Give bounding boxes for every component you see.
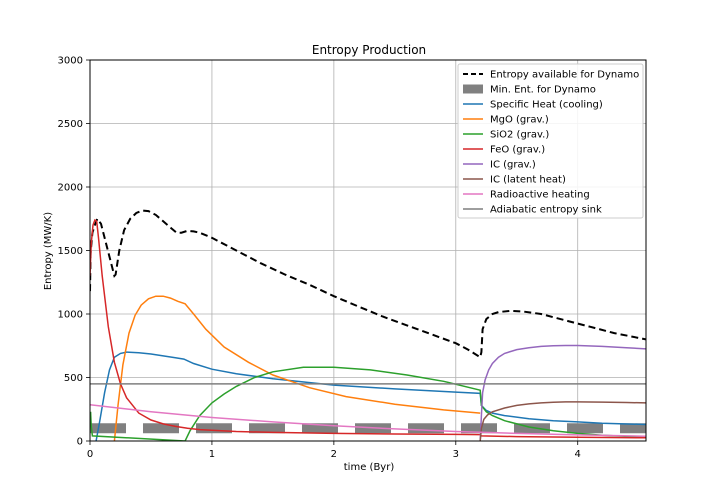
legend: Entropy available for Dynamo Min. Ent. fo… (457, 63, 644, 219)
chart-title: Entropy Production (312, 43, 426, 57)
series-line-ic-latent-heat (479, 401, 646, 441)
y-tick-label: 2000 (58, 183, 83, 194)
legend-label-specific-heat-cooling: Specific Heat (cooling) (490, 100, 603, 111)
y-axis-label: Entropy (MW/K) (43, 212, 54, 290)
y-tick-label: 0 (77, 437, 83, 448)
series-line-mgo-grav (113, 295, 481, 441)
x-tick-label: 2 (331, 449, 337, 460)
legend-label-feo-grav: FeO (grav.) (490, 145, 545, 156)
x-tick-label: 0 (87, 449, 93, 460)
legend-box (457, 63, 644, 219)
legend-label-radioactive-heating: Radioactive heating (490, 190, 590, 201)
legend-label-mgo-grav: MgO (grav.) (490, 115, 549, 126)
series-line-entropy-available-for-dynamo (90, 209, 646, 359)
x-tick-label: 1 (209, 449, 215, 460)
x-tick-label: 3 (453, 449, 459, 460)
series-line-radioactive-heating (90, 404, 646, 437)
legend-label-min-ent-for-dynamo: Min. Ent. for Dynamo (490, 85, 596, 96)
legend-label-adiabatic-entropy-sink: Adiabatic entropy sink (490, 205, 602, 216)
y-tick-label: 1000 (58, 310, 83, 321)
y-tick-label: 1500 (58, 246, 83, 257)
legend-label-ic-latent-heat: IC (latent heat) (490, 175, 566, 186)
y-tick-label: 500 (64, 373, 83, 384)
series-line-specific-heat-cooling (95, 351, 646, 441)
x-axis-label: time (Byr) (344, 462, 395, 473)
x-tick-label: 4 (575, 449, 581, 460)
series-line-feo-grav (90, 218, 646, 439)
series-layer (90, 209, 646, 441)
legend-label-ic-grav: IC (grav.) (490, 160, 536, 171)
series-line-sio2-grav (90, 366, 646, 441)
legend-label-entropy-available-for-dynamo: Entropy available for Dynamo (490, 70, 639, 81)
y-tick-label: 3000 (58, 56, 83, 67)
axis-ticks: 0 1 2 3 4 0 500 1000 1500 2000 2500 3000 (58, 56, 581, 461)
y-tick-label: 2500 (58, 119, 83, 130)
legend-label-sio2-grav: SiO2 (grav.) (490, 130, 549, 141)
